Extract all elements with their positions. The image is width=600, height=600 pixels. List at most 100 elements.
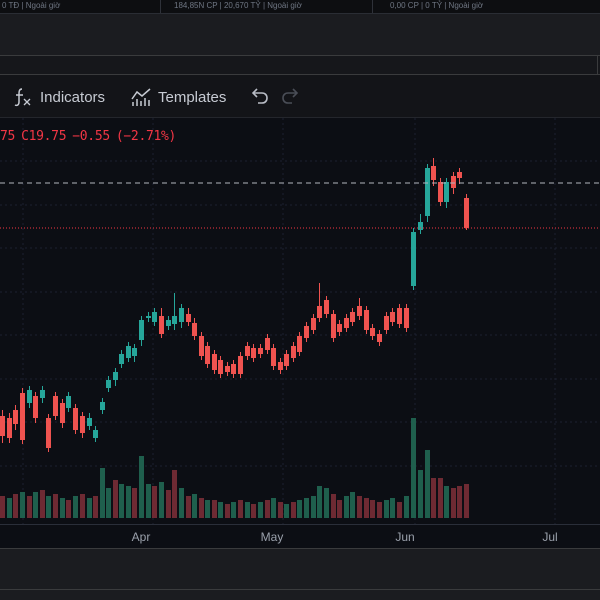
indicators-label: Indicators xyxy=(40,88,106,106)
candle xyxy=(73,408,78,430)
candle xyxy=(40,390,45,398)
candle xyxy=(331,314,336,338)
candle xyxy=(370,328,375,336)
volume-bar xyxy=(106,488,111,518)
candle xyxy=(225,366,230,372)
volume-bar xyxy=(444,486,449,518)
volume-bar xyxy=(139,456,144,518)
candle xyxy=(212,354,217,370)
candle xyxy=(13,410,18,424)
volume-bar xyxy=(251,504,256,518)
candle xyxy=(119,354,124,364)
candle xyxy=(297,336,302,352)
candle xyxy=(166,320,171,326)
price-chart[interactable]: 75 C19.75 −0.55 (−2.71%) xyxy=(0,118,600,524)
panel-outline xyxy=(0,56,598,74)
candle xyxy=(126,346,131,358)
candle xyxy=(377,334,382,342)
volume-bar xyxy=(205,500,210,518)
volume-bar xyxy=(218,502,223,518)
candle xyxy=(199,336,204,356)
legend-close: C19.75 xyxy=(21,129,67,144)
candle xyxy=(265,338,270,350)
candle xyxy=(0,416,5,436)
candle xyxy=(451,176,456,188)
time-axis[interactable]: Apr May Jun Jul xyxy=(0,524,600,548)
x-tick-label: May xyxy=(260,530,284,544)
candle xyxy=(317,306,322,318)
candle xyxy=(271,348,276,366)
volume-bar xyxy=(179,488,184,518)
candle xyxy=(20,393,25,440)
candle xyxy=(344,318,349,328)
candle xyxy=(27,390,32,403)
divider xyxy=(160,0,161,13)
undo-icon[interactable] xyxy=(248,87,270,107)
candle xyxy=(238,356,243,374)
volume-bar xyxy=(431,478,436,518)
volume-bar xyxy=(291,502,296,518)
volume-bar xyxy=(425,450,430,518)
x-tick-label: Jul xyxy=(542,530,558,544)
candle xyxy=(425,168,430,216)
candle xyxy=(113,372,118,380)
templates-button[interactable]: Templates xyxy=(130,85,226,109)
candle xyxy=(404,308,409,328)
candle xyxy=(132,348,137,356)
divider xyxy=(0,589,600,590)
volume-bar xyxy=(126,486,131,518)
volume-bar xyxy=(377,502,382,518)
candle xyxy=(186,314,191,322)
volume-bar xyxy=(87,498,92,518)
candle xyxy=(172,316,177,324)
chart-canvas[interactable] xyxy=(0,118,600,524)
volume-bar xyxy=(231,502,236,518)
candle xyxy=(100,402,105,410)
legend-change: −0.55 xyxy=(72,129,110,144)
volume-bar xyxy=(40,490,45,518)
candle xyxy=(384,316,389,330)
volume-bar xyxy=(317,486,322,518)
volume-bar xyxy=(271,498,276,518)
volume-bar xyxy=(464,484,469,518)
templates-label: Templates xyxy=(158,88,227,106)
indicators-button[interactable]: Indicators xyxy=(12,85,105,109)
volume-bar xyxy=(384,500,389,518)
x-tick-label: Apr xyxy=(131,530,151,544)
volume-bar xyxy=(357,496,362,518)
candle xyxy=(218,360,223,374)
market-summary-item: 184,85N CP | 20,670 TỶ | Ngoài giờ xyxy=(174,1,302,10)
candle xyxy=(258,348,263,354)
candle xyxy=(139,320,144,340)
volume-bar xyxy=(418,470,423,518)
x-tick-label: Jun xyxy=(395,530,415,544)
volume-bar xyxy=(172,470,177,518)
volume-bar xyxy=(53,494,58,518)
volume-bar xyxy=(411,418,416,518)
volume-bar xyxy=(350,492,355,518)
chart-toolbar: Indicators Templates xyxy=(0,74,600,118)
volume-bar xyxy=(166,490,171,518)
candle xyxy=(231,364,236,374)
function-icon xyxy=(14,88,31,107)
volume-bar xyxy=(397,502,402,518)
volume-bar xyxy=(331,494,336,518)
ohlc-legend: 75 C19.75 −0.55 (−2.71%) xyxy=(0,129,182,144)
candle xyxy=(284,354,289,366)
volume-bar xyxy=(0,496,5,518)
candle xyxy=(304,326,309,338)
volume-bar xyxy=(438,478,443,518)
candle xyxy=(278,362,283,370)
candle xyxy=(159,316,164,334)
candle xyxy=(80,416,85,433)
volume-bar xyxy=(258,502,263,518)
candle xyxy=(431,166,436,180)
volume-bar xyxy=(304,498,309,518)
volume-bar xyxy=(146,484,151,518)
candle xyxy=(46,418,51,448)
redo-icon[interactable] xyxy=(280,87,302,107)
divider xyxy=(372,0,373,13)
candle xyxy=(192,323,197,336)
volume-bar xyxy=(80,494,85,518)
candle xyxy=(438,182,443,202)
